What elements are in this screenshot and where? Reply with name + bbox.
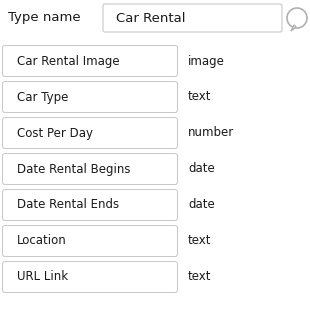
- Text: text: text: [188, 91, 211, 104]
- Text: Car Rental Image: Car Rental Image: [17, 54, 120, 67]
- Text: Location: Location: [17, 234, 67, 248]
- Text: date: date: [188, 198, 215, 211]
- FancyBboxPatch shape: [103, 4, 282, 32]
- Text: Car Rental: Car Rental: [116, 12, 185, 25]
- FancyBboxPatch shape: [2, 45, 178, 77]
- Text: image: image: [188, 54, 225, 67]
- Text: text: text: [188, 271, 211, 284]
- FancyBboxPatch shape: [2, 225, 178, 257]
- Text: Car Type: Car Type: [17, 91, 69, 104]
- Text: Date Rental Begins: Date Rental Begins: [17, 163, 131, 175]
- Text: Cost Per Day: Cost Per Day: [17, 127, 93, 140]
- FancyBboxPatch shape: [2, 81, 178, 113]
- Text: Date Rental Ends: Date Rental Ends: [17, 198, 119, 211]
- Text: text: text: [188, 234, 211, 248]
- Polygon shape: [291, 25, 296, 31]
- FancyBboxPatch shape: [2, 118, 178, 148]
- Text: Type name: Type name: [8, 12, 81, 25]
- Text: URL Link: URL Link: [17, 271, 68, 284]
- Text: number: number: [188, 127, 234, 140]
- FancyBboxPatch shape: [2, 189, 178, 220]
- FancyBboxPatch shape: [2, 154, 178, 184]
- Text: date: date: [188, 163, 215, 175]
- FancyBboxPatch shape: [2, 262, 178, 293]
